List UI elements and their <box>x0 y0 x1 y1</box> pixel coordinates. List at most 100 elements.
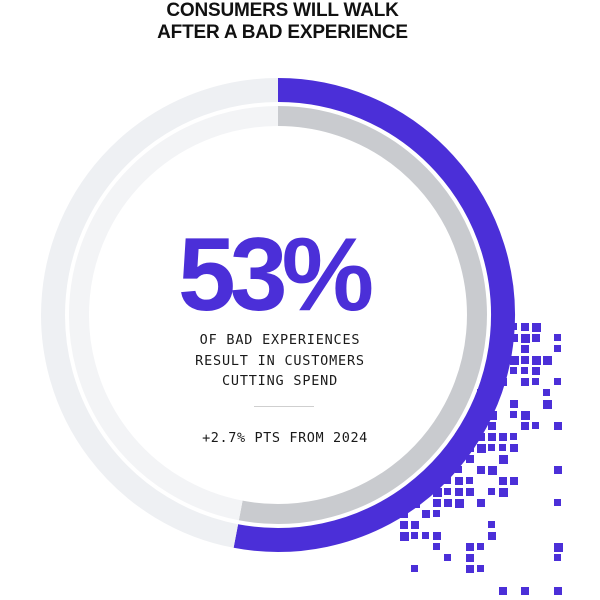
caption-line-3: CUTTING SPEND <box>221 373 339 389</box>
pixel-square <box>455 444 463 452</box>
pixel-square <box>488 367 496 375</box>
pixel-square <box>554 499 561 506</box>
pixel-square <box>521 411 530 420</box>
inner-ring-segment-1 <box>69 106 279 521</box>
pixel-square <box>499 323 507 331</box>
pixel-square <box>477 411 485 419</box>
pixel-square <box>510 444 518 452</box>
pixel-square <box>477 433 485 441</box>
pixel-square <box>521 378 529 386</box>
pixel-square <box>488 433 496 441</box>
pixel-square <box>433 532 441 540</box>
pixel-square <box>499 367 507 375</box>
pixel-square <box>510 477 518 485</box>
pixel-square <box>521 422 529 430</box>
pixel-square <box>532 422 539 429</box>
pixel-square <box>411 565 418 572</box>
pixel-square <box>554 378 561 385</box>
pixel-square <box>433 499 441 507</box>
pixel-square <box>532 378 539 385</box>
pixel-square <box>444 488 451 495</box>
pixel-square <box>455 433 464 442</box>
pixel-square <box>444 499 452 507</box>
pixel-square <box>411 488 420 497</box>
pixel-square <box>488 444 495 451</box>
pixel-square <box>499 356 506 363</box>
pixel-square <box>477 444 486 453</box>
pixel-square <box>411 521 419 529</box>
pixel-square <box>521 356 529 364</box>
pixel-square <box>455 466 462 473</box>
pixel-square <box>510 400 518 408</box>
pixel-square <box>455 499 464 508</box>
pixel-square <box>477 400 486 409</box>
center-block: 53% <box>160 220 400 330</box>
pixel-square <box>510 356 519 365</box>
pixel-square <box>499 433 507 441</box>
pixel-square <box>444 466 453 475</box>
pixel-square <box>488 532 496 540</box>
pixel-square <box>433 488 442 497</box>
pixel-square <box>499 477 507 485</box>
pixel-square <box>554 554 561 561</box>
pixel-square <box>510 411 517 418</box>
pixel-square <box>466 455 474 463</box>
pixel-square <box>488 422 496 430</box>
pixel-square <box>488 378 496 386</box>
pixel-square <box>477 466 485 474</box>
pixel-square <box>554 543 563 552</box>
pixel-square <box>510 323 517 330</box>
title-line-1: CONSUMERS WILL WALK <box>166 0 399 21</box>
pixel-square <box>466 565 474 573</box>
pixel-square <box>411 532 418 539</box>
pixel-square <box>422 510 430 518</box>
pixel-square <box>532 323 541 332</box>
pixel-square <box>499 378 507 386</box>
pixel-square <box>400 510 408 518</box>
pixel-square <box>477 499 485 507</box>
pixel-square <box>510 334 518 342</box>
pixel-square <box>466 444 474 452</box>
pixel-square <box>411 499 420 508</box>
pixel-square <box>499 334 507 342</box>
pixel-square <box>433 543 440 550</box>
pixel-square <box>532 356 541 365</box>
pixel-square <box>400 499 407 506</box>
pixel-square <box>466 554 474 562</box>
pixel-square <box>554 345 561 352</box>
pixel-square <box>466 422 473 429</box>
pixel-square <box>554 466 562 474</box>
pixel-square <box>499 587 507 595</box>
pixel-square <box>477 422 484 429</box>
pixel-square <box>488 466 497 475</box>
pixel-square <box>499 455 508 464</box>
pixel-square <box>444 554 451 561</box>
pixel-square <box>521 367 528 374</box>
pixel-square <box>444 455 451 462</box>
pixel-square <box>400 521 408 529</box>
donut-slice-1 <box>41 78 279 548</box>
inner-ring-segment-0 <box>238 106 487 524</box>
pixel-square <box>521 334 530 343</box>
pixel-square <box>532 367 540 375</box>
pixel-square <box>510 367 517 374</box>
chart-title: CONSUMERS WILL WALK AFTER A BAD EXPERIEN… <box>0 0 565 44</box>
pixel-square <box>488 488 495 495</box>
caption-line-2: RESULT IN CUSTOMERS <box>195 352 365 369</box>
pixel-square <box>488 521 495 528</box>
pixel-square <box>554 422 562 430</box>
pixel-square <box>466 477 473 484</box>
pixel-square <box>455 477 463 485</box>
pixel-square <box>433 477 440 484</box>
pixel-square <box>455 488 463 496</box>
caption: OF BAD EXPERIENCES RESULT IN CUSTOMERS C… <box>150 330 410 392</box>
pixel-square <box>477 389 486 398</box>
pixel-square <box>422 488 430 496</box>
pixel-square <box>554 587 562 595</box>
pixel-square <box>510 433 517 440</box>
pixel-square <box>488 356 495 363</box>
divider <box>254 406 314 407</box>
pixel-square <box>543 356 552 365</box>
